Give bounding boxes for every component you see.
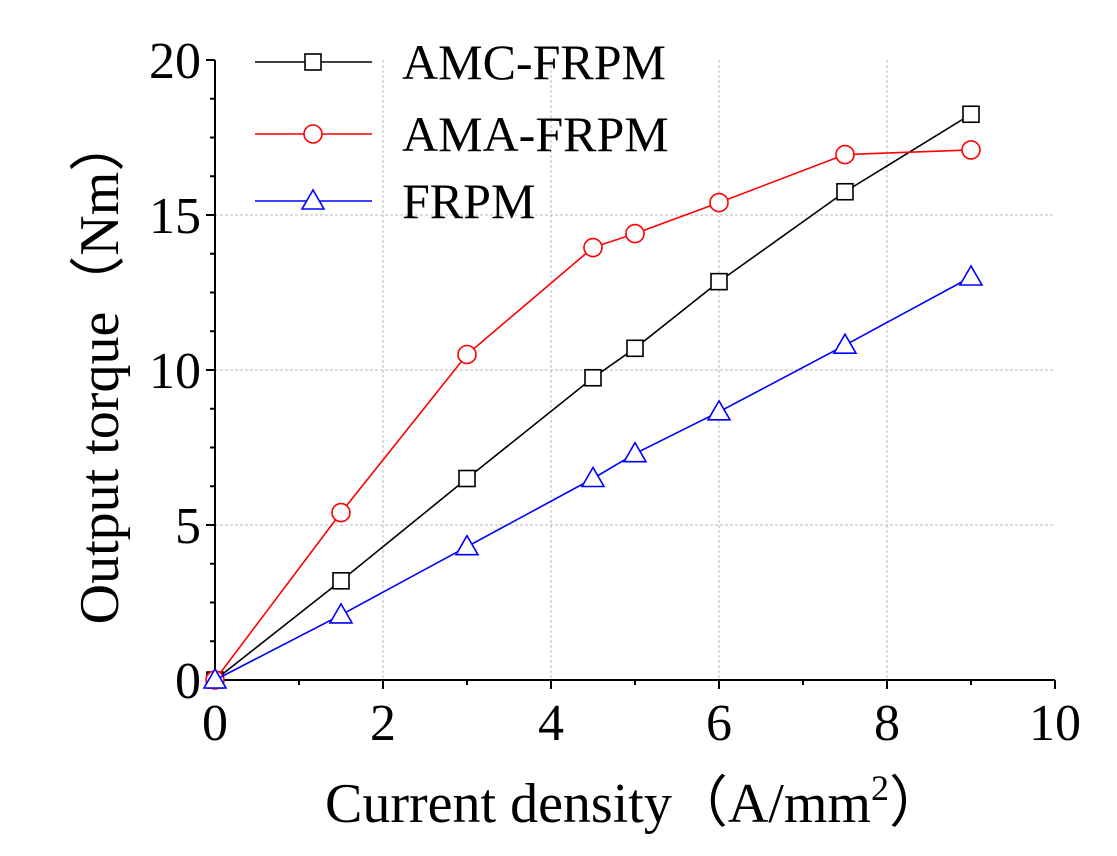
legend-marker [303,124,323,144]
data-point [331,502,351,523]
x-tick-label: 0 [202,695,228,752]
legend-marker [304,53,322,71]
data-point [458,469,476,488]
y-tick-label: 15 [149,188,201,245]
y-tick-label: 20 [149,33,201,90]
series-line [214,113,972,681]
x-axis-title-close: ） [889,773,945,835]
data-point [710,272,728,291]
x-tick-label: 8 [874,695,900,752]
data-point [958,264,984,286]
y-tick-label: 5 [175,498,201,555]
data-point [583,237,603,258]
data-point [580,465,606,488]
series-ama-frpm [205,140,981,690]
legend-marker [300,188,326,210]
data-point [202,667,228,689]
grid-lines [215,60,1055,680]
x-tick-label: 2 [370,695,396,752]
data-point [832,332,858,355]
x-tick-label: 6 [706,695,732,752]
legend-label: AMC-FRPM [402,34,666,90]
x-axis-title-main: Current density（A/mm [325,773,871,835]
data-point [622,441,648,463]
ticks: 0 2 4 6 8 10 0 5 10 15 20 [149,33,1081,752]
data-point [961,140,981,160]
series-line [214,149,972,681]
legend: AMC-FRPM AMA-FRPM FRPM [255,34,669,229]
series-amc-frpm [206,105,980,689]
series-group [202,105,984,690]
data-point [328,602,354,624]
legend-label: FRPM [402,173,535,229]
x-axis-title: Current density（A/mm2） [325,768,945,835]
y-tick-label: 0 [175,653,201,710]
y-tick-label: 10 [149,343,201,400]
data-point [836,182,854,201]
data-point [709,192,729,213]
data-point [835,144,855,165]
data-point [706,399,732,421]
data-point [454,534,480,556]
data-point [332,571,350,590]
x-tick-label: 4 [538,695,564,752]
y-axis-title: Output torque（Nm） [69,116,131,625]
x-axis-title-superscript: 2 [871,768,889,808]
legend-label: AMA-FRPM [402,106,669,162]
x-tick-label: 10 [1029,695,1081,752]
data-point [962,105,980,124]
data-point [457,344,477,365]
data-point [626,339,644,358]
data-point [625,223,645,244]
series-line [214,276,972,681]
series-frpm [202,264,984,689]
data-point [584,368,602,387]
